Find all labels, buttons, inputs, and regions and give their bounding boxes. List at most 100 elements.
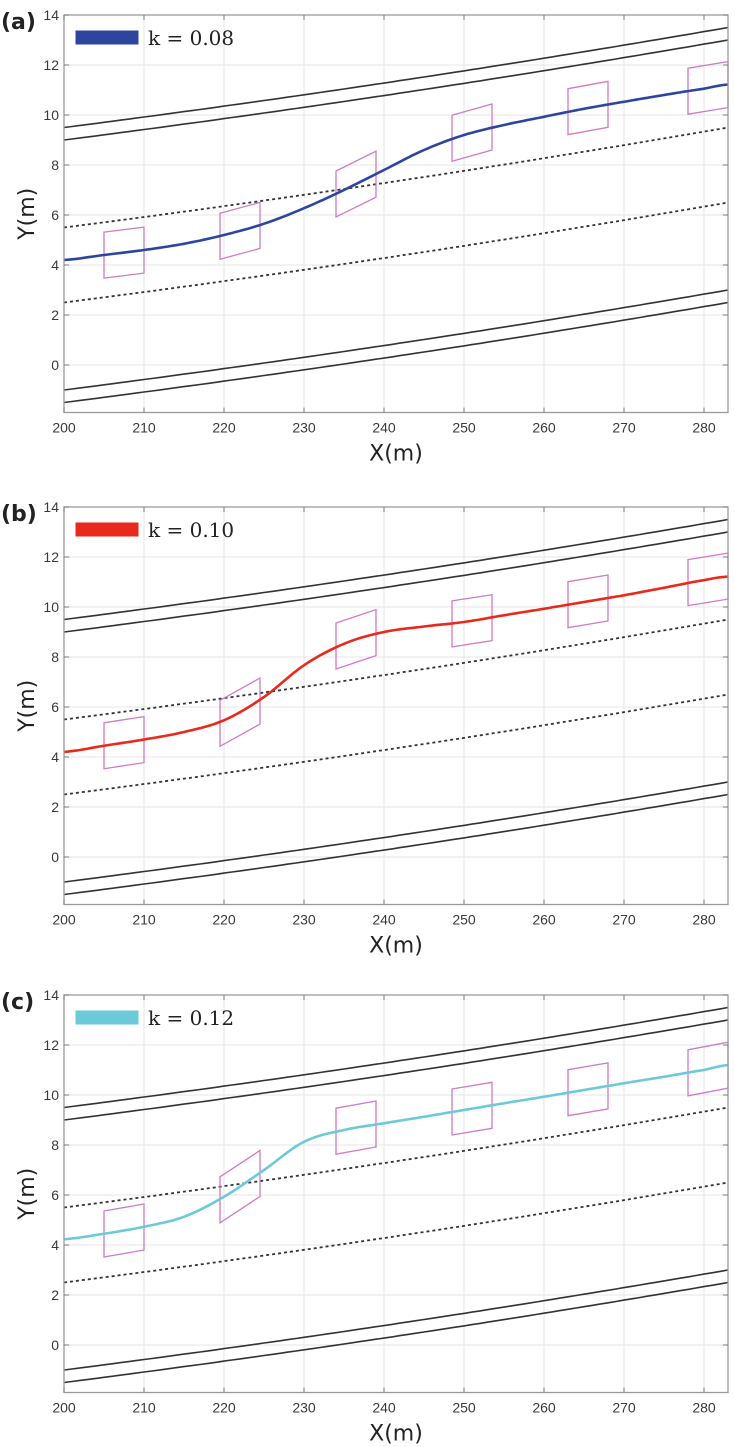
x-tick-label: 280	[692, 420, 716, 436]
x-tick-label: 230	[292, 420, 316, 436]
vehicle-box	[103, 715, 145, 770]
x-tick-label: 270	[612, 912, 636, 928]
lane-dashed-line	[63, 126, 729, 229]
x-tick-label: 240	[372, 912, 396, 928]
plot-background	[64, 15, 728, 413]
x-tick-label: 220	[212, 1400, 236, 1416]
road-boundary-line	[63, 1281, 729, 1384]
y-tick-label: 6	[51, 207, 59, 223]
legend-swatch	[74, 29, 140, 46]
y-tick-label: 6	[51, 1187, 59, 1203]
panel-label: (b)	[1, 502, 37, 527]
road-boundary-line	[63, 26, 729, 129]
vehicle-box	[567, 1062, 609, 1117]
plot-area: 200 210 220 230 240 250 260 270 280 0 2 4 6 8 10 12 14	[43, 499, 729, 928]
y-tick-label: 12	[43, 57, 59, 73]
lane-dashed-line	[63, 1181, 729, 1284]
panel-b: 200 210 220 230 240 250 260 270 280 0 2 4 6 8 10 12 14 X…	[1, 499, 729, 959]
y-tick-label: 12	[43, 549, 59, 565]
x-tick-label: 200	[52, 1400, 76, 1416]
road-boundary-line	[63, 301, 729, 404]
x-tick-label: 270	[612, 1400, 636, 1416]
x-axis-label: X(m)	[369, 1422, 423, 1447]
vehicle-box	[219, 1149, 261, 1225]
y-tick-label: 4	[51, 749, 59, 765]
trajectory-line	[63, 575, 729, 754]
x-tick-label: 280	[692, 1400, 716, 1416]
road-boundary-line	[63, 781, 729, 883]
road-boundary-line	[63, 793, 729, 896]
axes-frame	[63, 14, 729, 414]
x-tick-label: 220	[212, 420, 236, 436]
x-tick-label: 220	[212, 912, 236, 928]
x-tick-label: 200	[52, 912, 76, 928]
trajectory-line	[63, 1063, 729, 1241]
vehicle-box	[567, 574, 609, 629]
y-axis-label: Y(m)	[15, 680, 40, 733]
y-tick-label: 2	[51, 307, 59, 323]
y-tick-label: 12	[43, 1037, 59, 1053]
panel-a: 200 210 220 230 240 250 260 270 280 0 2 4 6 8 10 12 14 X…	[1, 7, 729, 467]
x-tick-label: 230	[292, 912, 316, 928]
road-boundary-line	[63, 518, 729, 621]
legend-swatch	[74, 1009, 140, 1026]
lane-dashed-line	[63, 201, 729, 304]
x-tick-label: 250	[452, 420, 476, 436]
x-axis-label: X(m)	[369, 934, 423, 959]
vehicle-box	[103, 226, 145, 279]
x-tick-label: 260	[532, 1400, 556, 1416]
x-tick-label: 280	[692, 912, 716, 928]
y-tick-label: 2	[51, 799, 59, 815]
x-tick-label: 270	[612, 420, 636, 436]
x-tick-label: 200	[52, 420, 76, 436]
y-tick-label: 4	[51, 257, 59, 273]
y-tick-label: 8	[51, 649, 59, 665]
y-tick-label: 0	[51, 849, 59, 865]
vehicle-box	[103, 1203, 145, 1258]
legend-label: k = 0.10	[148, 518, 234, 542]
plot-background	[64, 507, 728, 905]
lane-dashed-line	[63, 1106, 729, 1209]
trajectory-line	[63, 83, 729, 262]
y-tick-label: 0	[51, 357, 59, 373]
x-tick-label: 260	[532, 912, 556, 928]
vehicle-box	[451, 103, 493, 163]
y-axis-label: Y(m)	[15, 188, 40, 241]
vehicle-box	[335, 150, 377, 219]
road-boundary-line	[63, 39, 729, 141]
x-tick-label: 250	[452, 1400, 476, 1416]
legend-swatch	[74, 521, 140, 538]
legend-label: k = 0.12	[148, 1006, 234, 1030]
vehicle-box	[335, 608, 377, 670]
y-tick-label: 14	[43, 7, 59, 23]
x-tick-label: 230	[292, 1400, 316, 1416]
y-tick-label: 10	[43, 1087, 59, 1103]
lane-dashed-line	[63, 693, 729, 796]
panel-c: 200 210 220 230 240 250 260 270 280 0 2 4 6 8 10 12 14 X…	[1, 987, 729, 1447]
y-tick-label: 14	[43, 987, 59, 1003]
panel-label: (a)	[1, 10, 36, 35]
x-tick-label: 250	[452, 912, 476, 928]
vehicle-box	[335, 1100, 377, 1155]
plot-area: 200 210 220 230 240 250 260 270 280 0 2 4 6 8 10 12 14	[43, 987, 729, 1416]
y-tick-label: 0	[51, 1337, 59, 1353]
plot-background	[64, 995, 728, 1393]
vehicle-box	[451, 593, 493, 648]
vehicle-box	[567, 80, 609, 136]
road-boundary-line	[63, 1006, 729, 1109]
y-tick-label: 2	[51, 1287, 59, 1303]
vehicle-box	[219, 676, 261, 748]
y-tick-label: 8	[51, 1137, 59, 1153]
lane-dashed-line	[63, 618, 729, 721]
x-tick-label: 210	[132, 420, 156, 436]
x-axis-label: X(m)	[369, 442, 423, 467]
y-tick-label: 4	[51, 1237, 59, 1253]
y-tick-label: 8	[51, 157, 59, 173]
vehicle-box	[451, 1081, 493, 1136]
x-tick-label: 260	[532, 420, 556, 436]
plot-area: 200 210 220 230 240 250 260 270 280 0 2 4 6 8 10 12 14	[43, 7, 729, 436]
axes-frame	[63, 506, 729, 906]
legend-label: k = 0.08	[148, 26, 234, 50]
road-boundary-line	[63, 531, 729, 633]
